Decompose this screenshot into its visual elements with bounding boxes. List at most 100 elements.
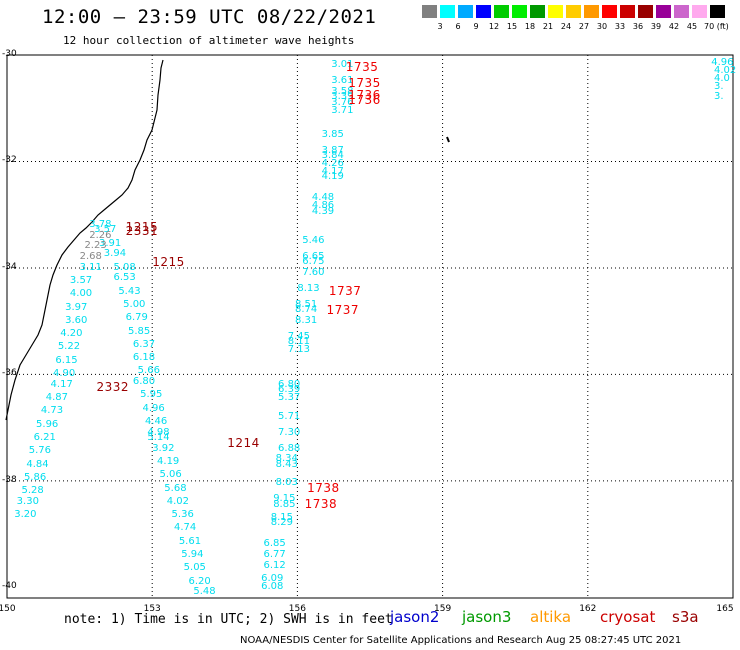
- page-subtitle: 12 hour collection of altimeter wave hei…: [63, 34, 355, 47]
- pass-time-label: 1735: [345, 60, 379, 75]
- legend-tick-label: 21: [542, 22, 554, 31]
- longitude-label: 159: [434, 604, 452, 614]
- legend-swatch: [512, 5, 527, 18]
- legend-swatch: [566, 5, 581, 18]
- wave-height-value: 3.71: [331, 104, 354, 116]
- wave-height-value: 4.02: [714, 64, 737, 76]
- wave-height-value: 3.91: [98, 237, 122, 249]
- wave-height-value: 4.0: [714, 72, 730, 84]
- wave-height-value: 8.11: [287, 336, 310, 348]
- longitude-label: 156: [288, 604, 306, 614]
- legend-swatch: [530, 5, 545, 18]
- wave-height-value: 4.19: [157, 455, 180, 467]
- wave-height-value: 5.94: [181, 549, 204, 561]
- legend-tick-label: 18: [524, 22, 536, 31]
- longitude-label: 162: [579, 604, 597, 614]
- latitude-label: -40: [2, 581, 17, 592]
- legend-swatch: [548, 5, 563, 18]
- wave-height-value: 8.31: [294, 314, 318, 326]
- pass-time-label: 1214: [227, 435, 260, 450]
- page-title: 12:00 – 23:59 UTC 08/22/2021: [42, 6, 377, 28]
- legend-tick-label: 12: [488, 22, 500, 31]
- graticule: [7, 55, 733, 598]
- legend-tick-label: 45: [686, 22, 698, 31]
- credit-line: NOAA/NESDIS Center for Satellite Applica…: [240, 635, 682, 646]
- wave-height-value: 6.21: [33, 431, 56, 443]
- wave-height-value: 4.17: [50, 378, 73, 390]
- wave-height-value: 8.29: [270, 517, 294, 529]
- wave-height-value: 3.76: [331, 96, 354, 108]
- wave-height-value: 8.34: [275, 453, 298, 465]
- pass-time-label: 1738: [304, 496, 338, 511]
- map-frame: [6, 54, 734, 599]
- coastline: [5, 59, 164, 421]
- wave-height-value: 5.85: [128, 325, 151, 337]
- wave-height-value: 3.60: [65, 314, 88, 326]
- wave-height-value: 3.92: [152, 442, 175, 454]
- legend-swatch: [476, 5, 491, 18]
- wave-height-value: 6.20: [188, 575, 211, 587]
- pass-time-label: 1215: [152, 254, 185, 269]
- pass-time-label: 1738: [307, 480, 340, 495]
- wave-height-value: 6.53: [113, 272, 136, 284]
- legend-swatch: [710, 5, 725, 18]
- wave-height-value: 5.86: [23, 471, 47, 483]
- legend-tick-label: 15: [506, 22, 518, 31]
- wave-height-value: 4.19: [321, 171, 344, 183]
- wave-height-value: 5.68: [164, 482, 187, 494]
- wave-height-value: 4.98: [147, 426, 170, 438]
- wave-height-value: 5.96: [36, 418, 59, 430]
- wave-height-value: 4.20: [60, 328, 83, 340]
- legend-swatch: [584, 5, 599, 18]
- wave-height-value: 8.74: [294, 304, 318, 316]
- wave-height-value: 3.57: [69, 274, 93, 286]
- pass-time-label: 1737: [328, 283, 362, 298]
- wave-height-value: 5.95: [140, 389, 163, 401]
- latitude-label: -32: [2, 155, 17, 166]
- wave-height-value: 3.30: [16, 495, 39, 507]
- wave-height-value: 7.30: [278, 426, 301, 438]
- latitude-label: -30: [2, 49, 17, 59]
- wave-height-value: 4.17: [321, 165, 344, 177]
- wave-height-value: 6.37: [132, 338, 156, 350]
- wave-height-value: 5.00: [123, 298, 146, 310]
- island-mark: [446, 136, 450, 143]
- wave-height-value: 7.13: [287, 344, 310, 356]
- wave-height-value: 2.68: [79, 250, 102, 262]
- wave-height-value: 3.39: [331, 91, 354, 103]
- wave-height-value: 3.87: [321, 144, 344, 156]
- legend-swatch: [674, 5, 689, 18]
- wave-height-value: 5.37: [278, 392, 301, 404]
- wave-height-value: 4.84: [26, 458, 49, 470]
- wave-height-value: 5.71: [278, 410, 301, 422]
- footnote: note: 1) Time is in UTC; 2) SWH is in fe…: [64, 612, 393, 627]
- wave-height-value: 5.14: [147, 431, 170, 443]
- legend-swatch: [422, 5, 437, 18]
- wave-height-value: 7.45: [287, 330, 310, 342]
- legend-swatch: [440, 5, 455, 18]
- wave-height-value: 4.96: [142, 402, 165, 414]
- latitude-label: -34: [2, 261, 17, 272]
- wave-height-value: 3.: [714, 91, 724, 103]
- wave-height-value: 4.39: [311, 205, 335, 217]
- legend-tick-label: 6: [455, 22, 461, 31]
- wave-height-value: 5.46: [302, 235, 325, 246]
- wave-height-value: 4.90: [52, 368, 76, 380]
- wave-height-value: 4.46: [144, 416, 168, 427]
- wave-height-value: 5.76: [28, 445, 52, 457]
- wave-height-value: 6.39: [278, 384, 301, 396]
- longitude-label: 165: [716, 604, 734, 614]
- longitude-label: 150: [0, 604, 16, 614]
- legend-swatch: [620, 5, 635, 18]
- wave-height-value: 3.97: [65, 301, 88, 313]
- pass-time-label: 1736: [348, 93, 381, 108]
- wave-height-value: 8.03: [275, 477, 298, 489]
- wave-height-value: 6.88: [278, 442, 301, 454]
- wave-height-value: 8.51: [294, 298, 318, 310]
- legend-tick-label: 27: [578, 22, 590, 31]
- pass-time-label: 1215: [125, 220, 159, 235]
- wave-height-value: 4.02: [166, 495, 189, 507]
- wave-height-value: 2.23: [84, 240, 107, 252]
- wave-height-value: 5.05: [183, 562, 206, 574]
- legend-swatch: [638, 5, 653, 18]
